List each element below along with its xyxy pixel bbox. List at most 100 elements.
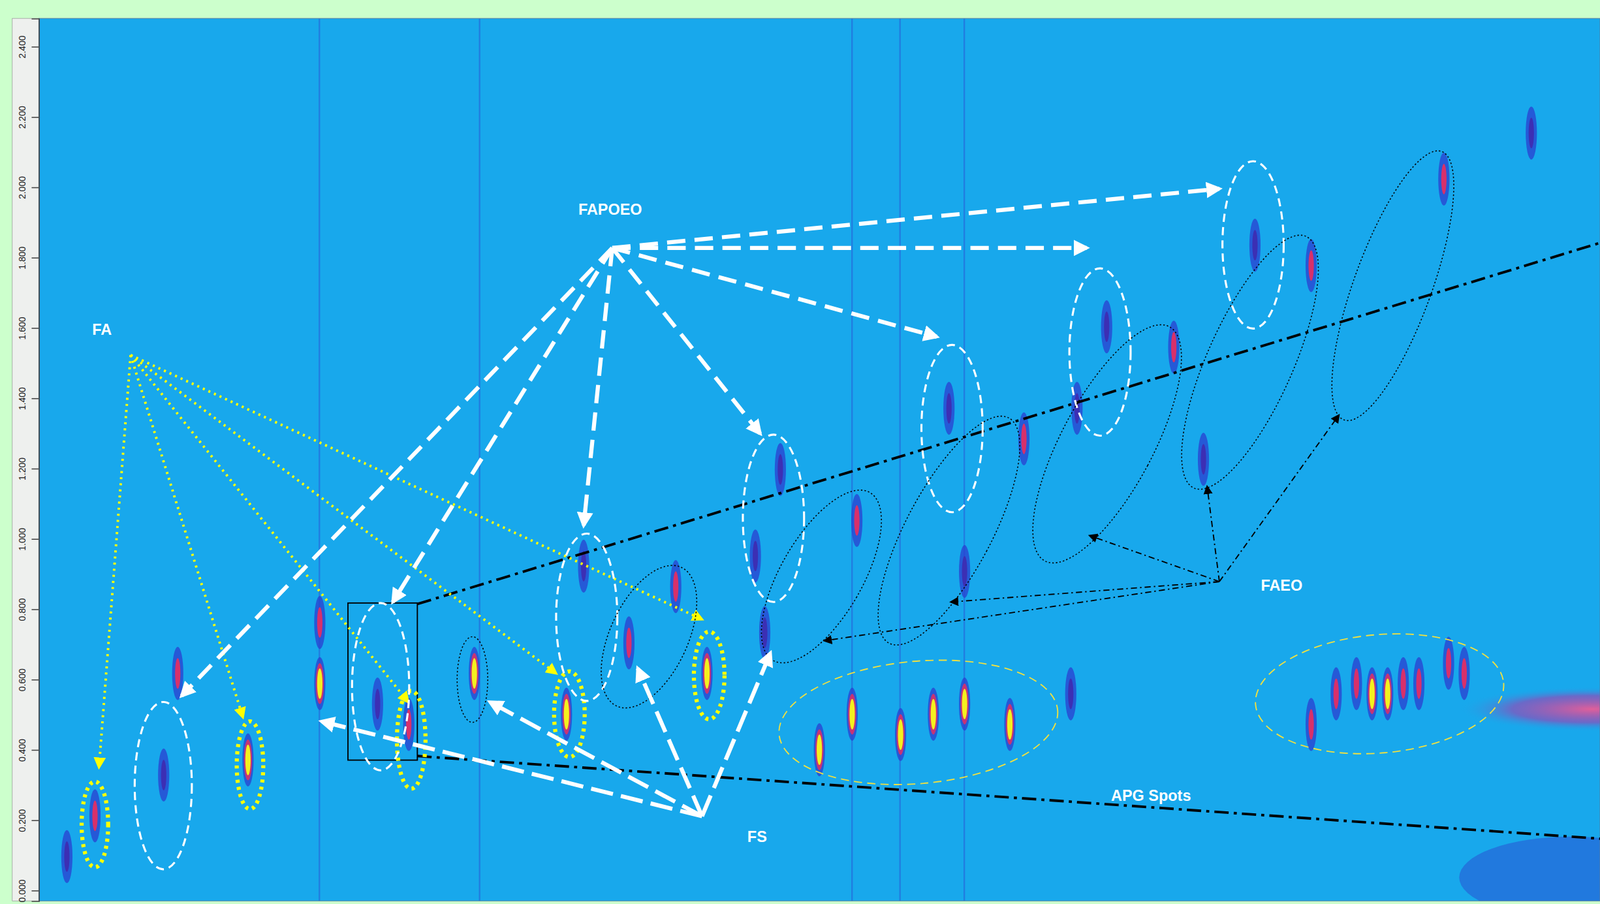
spot-halo	[896, 714, 905, 756]
y-tick-label: 2.000	[16, 176, 28, 200]
spot	[930, 699, 937, 730]
spot-halo	[623, 616, 635, 670]
boundary-line	[417, 242, 1600, 604]
spot-halo	[372, 677, 384, 731]
y-tick-mark	[31, 750, 39, 752]
spot-halo	[943, 381, 955, 435]
spot-halo	[470, 652, 479, 694]
spot	[63, 841, 70, 873]
fapoeo-arrow	[612, 248, 937, 337]
y-tick: 1.200	[16, 457, 39, 481]
fa-arrow	[99, 355, 131, 768]
spot-halo	[313, 657, 326, 711]
spot-halo	[1005, 704, 1015, 746]
column-bleed	[899, 18, 901, 901]
spot	[854, 505, 860, 536]
spot-halo	[1383, 673, 1392, 715]
spot	[1020, 423, 1027, 455]
fa-ellipse	[693, 631, 725, 720]
spot	[849, 699, 855, 730]
spot-halo	[750, 529, 762, 583]
fa-arrow	[130, 355, 557, 674]
y-tick-label: 0.800	[16, 597, 28, 621]
spot-halo	[703, 652, 712, 694]
spot	[1416, 668, 1422, 700]
y-tick-mark	[31, 327, 39, 330]
spot-halo	[1438, 152, 1450, 206]
annotations: FAFAPOEOFSFAEOAPG Spots	[81, 138, 1600, 870]
y-tick: 0.200	[16, 808, 39, 832]
spot	[1353, 668, 1360, 700]
column-bleed	[963, 18, 965, 901]
spot	[897, 719, 903, 751]
spot-halo	[701, 646, 713, 700]
y-tick: 0.600	[16, 668, 39, 692]
spot-halo	[562, 693, 572, 736]
spot-halo	[172, 646, 184, 700]
spot-halo	[1003, 697, 1016, 751]
spot-halo	[1368, 673, 1377, 715]
fapoeo-arrow	[583, 248, 613, 526]
y-tick-mark	[31, 468, 39, 471]
spot	[317, 668, 323, 700]
spot	[1103, 311, 1110, 343]
spot	[245, 744, 251, 776]
y-tick: 1.400	[16, 387, 39, 410]
faeo-arrow	[824, 581, 1220, 642]
spot	[626, 627, 632, 659]
fapoeo-ellipse	[1222, 161, 1285, 329]
y-tick: 0.800	[16, 597, 39, 621]
fs-arrow	[701, 652, 771, 816]
chart: 0.000 0.200 0.400 0.600 0.800 1.000 1.200 1.400…	[0, 0, 1600, 904]
spot	[1333, 678, 1339, 710]
annotation-label: FAPOEO	[578, 201, 643, 219]
y-tick: 1.600	[16, 316, 39, 340]
fa-arrow	[130, 355, 702, 620]
y-tick-mark	[31, 257, 39, 259]
spot-halo	[1065, 667, 1077, 721]
spot	[1067, 678, 1074, 710]
spot-halo	[1381, 667, 1394, 721]
y-tick-label: 0.200	[16, 808, 28, 832]
spot-halo	[1413, 657, 1425, 711]
spot-halo	[468, 646, 480, 700]
spot-halo	[1167, 320, 1179, 374]
fs-arrow	[321, 721, 702, 816]
fa-arrow	[130, 355, 408, 702]
faeo-ellipse	[851, 398, 1047, 664]
spot-halo	[61, 830, 73, 884]
spot	[704, 658, 710, 689]
y-tick-mark	[31, 609, 39, 611]
fapoeo-arrow	[392, 248, 613, 602]
faeo-ellipse	[1154, 218, 1346, 506]
y-tick: 0.000	[16, 879, 39, 903]
faeo-arrow	[1219, 415, 1339, 582]
spot	[1385, 678, 1391, 710]
bleed	[1458, 836, 1600, 901]
faeo-arrow	[951, 581, 1220, 602]
bleed	[1458, 686, 1600, 732]
annotation-label: FS	[747, 828, 768, 846]
spot-halo	[1366, 667, 1378, 721]
faeo-ellipse	[737, 471, 906, 681]
y-tick-mark	[31, 398, 39, 400]
annotation-label: FAEO	[1260, 577, 1303, 595]
y-tick: 2.400	[16, 35, 39, 59]
spot	[580, 550, 587, 582]
y-tick-label: 0.400	[16, 738, 28, 762]
fapoeo-ellipse	[351, 603, 410, 771]
spot	[816, 734, 822, 766]
y-tick: 1.800	[16, 246, 39, 269]
spot-halo	[89, 789, 101, 843]
faeo-arrow	[1207, 486, 1220, 582]
fapoeo-ellipse	[742, 434, 805, 602]
y-tick-mark	[31, 187, 39, 189]
y-tick: 1.000	[16, 527, 39, 551]
faeo-arrow	[1089, 535, 1220, 582]
spot	[161, 759, 167, 791]
spot-halo	[157, 748, 170, 802]
spot-halo	[1305, 697, 1317, 751]
spot-halo	[1397, 657, 1409, 711]
spot-halo	[1330, 667, 1342, 721]
spot-halo	[846, 688, 858, 741]
